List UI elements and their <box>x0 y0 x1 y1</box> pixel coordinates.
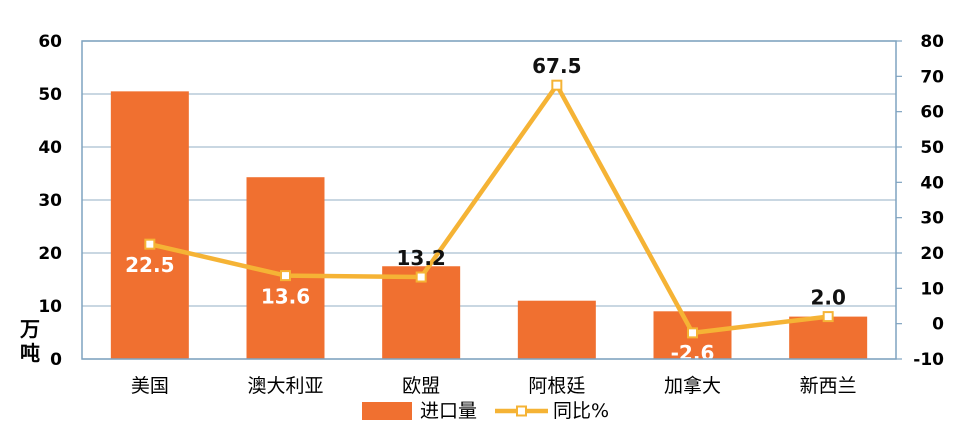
line-point <box>415 271 427 283</box>
y-left-axis-label-char: 吨 <box>20 341 40 365</box>
y-right-tick-label: 30 <box>920 209 944 229</box>
line-point <box>822 311 834 323</box>
y-right-tick-label: 40 <box>920 173 944 193</box>
legend-swatch-marker <box>516 405 527 417</box>
line-point <box>144 238 156 250</box>
plot-border <box>81 40 897 360</box>
x-tick-label: 新西兰 <box>800 375 857 397</box>
bar-series <box>110 91 868 359</box>
line-data-label: 13.2 <box>396 246 445 270</box>
y-left-tick-label: 40 <box>38 138 62 158</box>
legend-label-bar: 进口量 <box>420 400 477 422</box>
line-point <box>687 327 698 339</box>
bar <box>789 316 868 359</box>
line-point <box>280 270 291 282</box>
y-right-tick-label: 0 <box>932 315 944 335</box>
y-left-tick-label: 30 <box>38 191 62 211</box>
line-data-label: 2.0 <box>810 286 845 310</box>
line-data-label: 13.6 <box>261 285 310 309</box>
y-right-tick-label: 70 <box>920 67 944 87</box>
y-right-tick-label: 50 <box>920 138 944 158</box>
data-labels: 22.5 13.6 13.2 67.5 -2.6 2.0 <box>125 54 846 365</box>
line-path <box>149 82 829 336</box>
y-right-tick-label: 10 <box>920 279 944 299</box>
legend: 进口量 同比% <box>362 400 609 422</box>
bar <box>110 91 189 359</box>
x-tick-label: 美国 <box>131 375 169 397</box>
line-data-label: 22.5 <box>125 253 174 277</box>
line-data-label: -2.6 <box>671 341 715 365</box>
y-right-tick-label: -10 <box>913 350 944 370</box>
y-right-tick-label: 80 <box>920 32 944 52</box>
y-right-tick-label: 20 <box>920 244 944 264</box>
x-tick-label: 欧盟 <box>402 375 440 397</box>
x-tick-label: 加拿大 <box>664 374 721 397</box>
gridlines <box>82 40 896 360</box>
y-left-tick-label: 10 <box>38 297 62 317</box>
x-tick-label: 澳大利亚 <box>247 375 323 397</box>
line-series <box>144 79 834 339</box>
legend-swatch-bar <box>362 402 412 420</box>
y-right-tick-label: 60 <box>920 103 944 123</box>
y-left-tick-label: 20 <box>38 244 62 264</box>
bar <box>517 300 596 359</box>
legend-label-line: 同比% <box>553 400 609 422</box>
line-point <box>551 79 563 91</box>
y-left-tick-label: 50 <box>38 85 62 105</box>
y-left-tick-label: 0 <box>50 350 62 370</box>
line-data-label: 67.5 <box>532 54 581 78</box>
x-tick-label: 阿根廷 <box>528 375 585 397</box>
y-left-axis-label-char: 万 <box>19 317 40 341</box>
y-left-tick-label: 60 <box>38 32 62 52</box>
